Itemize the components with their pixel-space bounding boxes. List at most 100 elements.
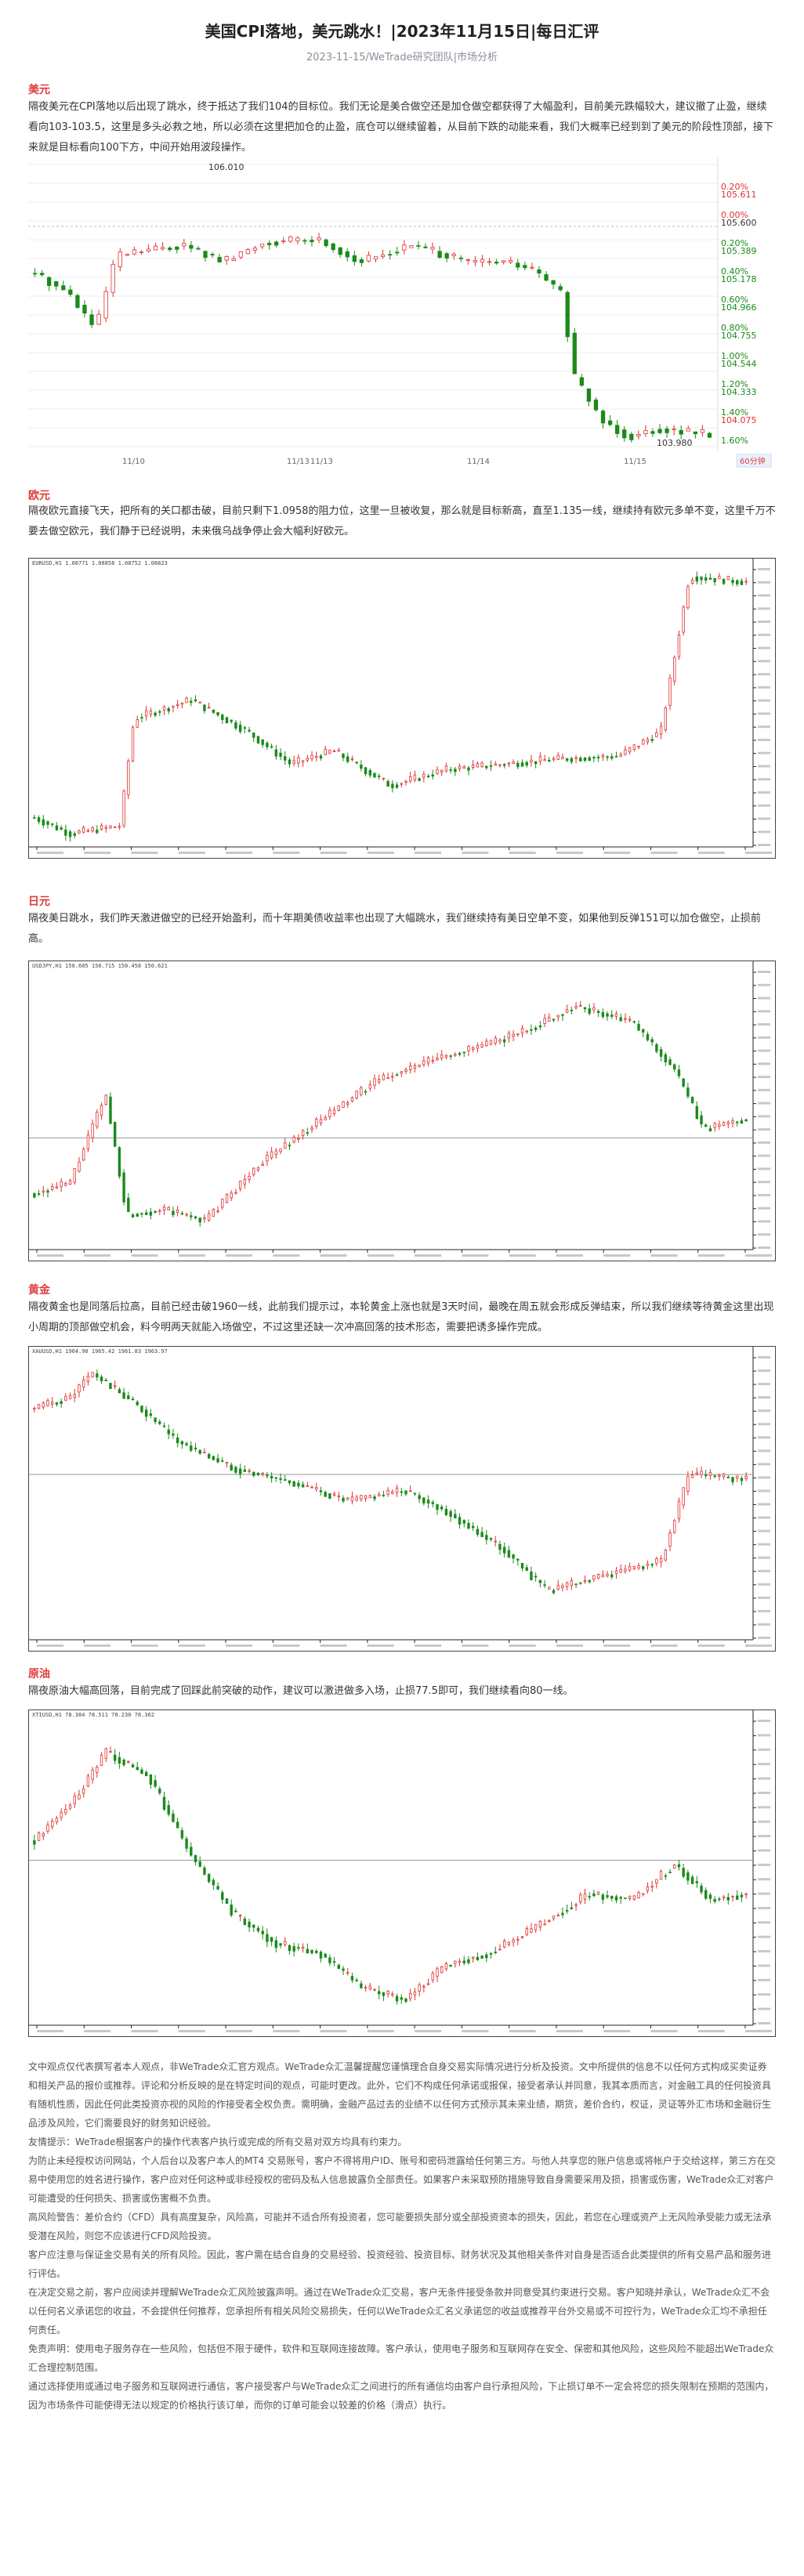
candle-body <box>686 586 690 609</box>
candle-body <box>489 1040 493 1045</box>
candle-body <box>310 1486 313 1489</box>
candle-body <box>207 707 211 709</box>
candle-body <box>686 1476 690 1492</box>
candle-body <box>37 817 41 823</box>
candle-body <box>544 274 549 281</box>
candle-body <box>690 580 694 584</box>
candle-body <box>167 1805 170 1815</box>
candle-body <box>473 260 478 262</box>
disclaimer-paragraph: 友情提示：WeTrade根据客户的操作代表客户执行或完成的所有交易对双方均具有约… <box>28 2136 407 2147</box>
candle-body <box>180 702 184 705</box>
candle-body <box>586 388 592 402</box>
candle-body <box>182 243 187 247</box>
candle-body <box>212 1456 215 1460</box>
candle-body <box>523 265 527 269</box>
candle-body <box>306 1948 310 1954</box>
disclaimer-paragraph: 免责声明：使用电子服务存在一些风险，包括但不限于硬件，软件和互联网连接故障。客户… <box>28 2343 774 2373</box>
candle-body <box>154 1210 157 1213</box>
candle-body <box>409 1992 412 1999</box>
candle-body <box>600 411 606 424</box>
candle-body <box>274 241 279 246</box>
candle-body <box>315 1119 318 1127</box>
candle-body <box>731 580 734 584</box>
candle-body <box>538 756 542 762</box>
candle-body <box>96 830 99 834</box>
candle-body <box>664 1054 668 1062</box>
usd-price-label: 104.755 <box>721 331 757 341</box>
candle-body <box>230 1905 233 1916</box>
candle-body <box>606 1013 609 1017</box>
candle-body <box>726 1897 730 1901</box>
candle-body <box>301 1946 305 1949</box>
usd-pct-label: 1.40% <box>721 407 748 418</box>
candle-body <box>476 1956 480 1960</box>
candle-body <box>664 1549 668 1561</box>
candle-body <box>295 237 300 241</box>
candle-body <box>144 1771 148 1776</box>
candle-body <box>230 1464 233 1471</box>
usd-pct-label: 0.20% <box>721 238 748 248</box>
candle-body <box>628 1018 632 1021</box>
candle-body <box>136 719 139 728</box>
candle-body <box>502 1547 506 1554</box>
usd-pct-label: 1.00% <box>721 351 748 361</box>
candle-body <box>91 1769 94 1780</box>
candle-body <box>610 756 614 759</box>
candle-body <box>324 1492 327 1497</box>
candle-body <box>350 1496 354 1502</box>
candle-body <box>167 708 170 711</box>
candle-body <box>606 1574 609 1576</box>
candle-body <box>42 1402 45 1408</box>
candle-body <box>328 750 331 754</box>
candle-body <box>243 1918 247 1926</box>
candle-body <box>238 1468 242 1474</box>
candle-body <box>185 1443 188 1445</box>
candle-body <box>744 1476 748 1479</box>
candle-body <box>659 1871 663 1880</box>
candle-body <box>225 717 229 724</box>
candle-body <box>288 1145 292 1147</box>
candle-body <box>81 1379 85 1387</box>
candle-body <box>231 258 236 262</box>
candle-body <box>422 773 426 778</box>
candle-body <box>292 760 295 764</box>
candle-body <box>332 1493 336 1496</box>
candle-body <box>122 1759 125 1765</box>
candle-body <box>480 259 485 262</box>
candle-body <box>690 1097 694 1104</box>
candle-body <box>596 1891 600 1895</box>
usd-chart-svg: 0.20% 0.00% 0.20% 0.40% 0.60% 0.80% 1.00% 1.20%… <box>28 157 776 470</box>
candle-body <box>230 1192 233 1199</box>
usd-chart: 0.20% 0.00% 0.20% 0.40% 0.60% 0.80% 1.00% 1.20%… <box>28 157 776 470</box>
candle-body <box>548 1017 551 1022</box>
candle-body <box>136 1402 139 1406</box>
candle-body <box>342 754 345 758</box>
candle-body <box>449 1511 452 1518</box>
interval-selector[interactable] <box>736 454 772 468</box>
candle-body <box>565 1910 569 1912</box>
candle-body <box>624 1898 627 1899</box>
candle-body <box>736 1895 739 1900</box>
candle-body <box>172 705 175 707</box>
candle-body <box>91 827 94 831</box>
candle-body <box>574 1583 578 1586</box>
candle-body <box>409 1065 412 1070</box>
candle-body <box>360 1087 363 1095</box>
usd-time-label: 11/10 <box>122 458 145 466</box>
candle-body <box>37 1833 41 1841</box>
candle-body <box>494 1952 497 1953</box>
candle-body <box>525 762 528 766</box>
candle-body <box>245 249 251 255</box>
candle-body <box>404 1998 407 2003</box>
candle-body <box>534 1027 538 1030</box>
candle-body <box>355 1979 358 1981</box>
candle-body <box>682 1487 685 1506</box>
candle-body <box>185 697 188 704</box>
candle-body <box>256 736 260 743</box>
candle-body <box>646 1887 650 1891</box>
candle-body <box>418 1495 421 1500</box>
candle-body <box>162 1207 166 1210</box>
candle-body <box>476 1045 480 1049</box>
candle-body <box>162 1425 166 1427</box>
candle-body <box>37 1403 41 1409</box>
